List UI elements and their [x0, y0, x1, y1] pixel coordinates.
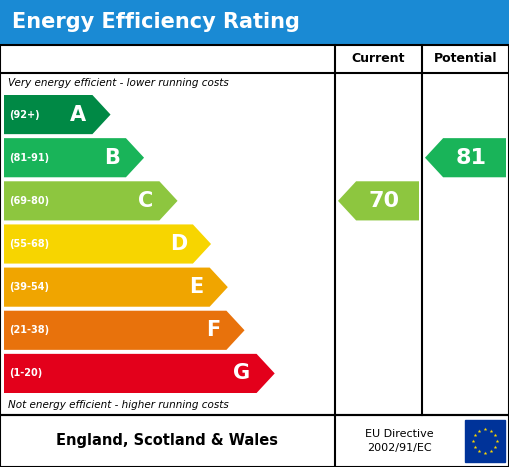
Text: Very energy efficient - lower running costs: Very energy efficient - lower running co…	[8, 78, 229, 88]
Text: EU Directive
2002/91/EC: EU Directive 2002/91/EC	[364, 429, 433, 453]
Bar	[0, 415, 509, 467]
Text: England, Scotland & Wales: England, Scotland & Wales	[56, 433, 278, 448]
Bar	[0, 0, 509, 45]
Text: D: D	[169, 234, 187, 254]
Polygon shape	[425, 138, 506, 177]
Text: 70: 70	[369, 191, 400, 211]
Text: F: F	[206, 320, 220, 340]
Text: Current: Current	[352, 52, 405, 65]
Bar	[0, 415, 509, 467]
Polygon shape	[4, 311, 244, 350]
Text: (92+): (92+)	[9, 110, 40, 120]
Text: Energy Efficiency Rating: Energy Efficiency Rating	[12, 13, 300, 33]
Text: C: C	[138, 191, 153, 211]
Polygon shape	[4, 181, 178, 220]
Text: E: E	[189, 277, 204, 297]
Text: G: G	[234, 363, 250, 383]
Text: (39-54): (39-54)	[9, 282, 49, 292]
Text: Not energy efficient - higher running costs: Not energy efficient - higher running co…	[8, 400, 229, 410]
Text: (1-20): (1-20)	[9, 368, 42, 378]
Text: (69-80): (69-80)	[9, 196, 49, 206]
Polygon shape	[4, 138, 144, 177]
Polygon shape	[4, 225, 211, 263]
Bar	[465, 420, 505, 462]
Polygon shape	[338, 181, 419, 220]
Text: (21-38): (21-38)	[9, 325, 49, 335]
Text: (55-68): (55-68)	[9, 239, 49, 249]
Text: (81-91): (81-91)	[9, 153, 49, 163]
Polygon shape	[4, 268, 228, 307]
Text: 81: 81	[456, 148, 487, 168]
Bar	[0, 45, 509, 415]
Polygon shape	[4, 95, 110, 134]
Text: A: A	[70, 105, 87, 125]
Text: Potential: Potential	[434, 52, 497, 65]
Text: B: B	[104, 148, 120, 168]
Polygon shape	[4, 354, 275, 393]
